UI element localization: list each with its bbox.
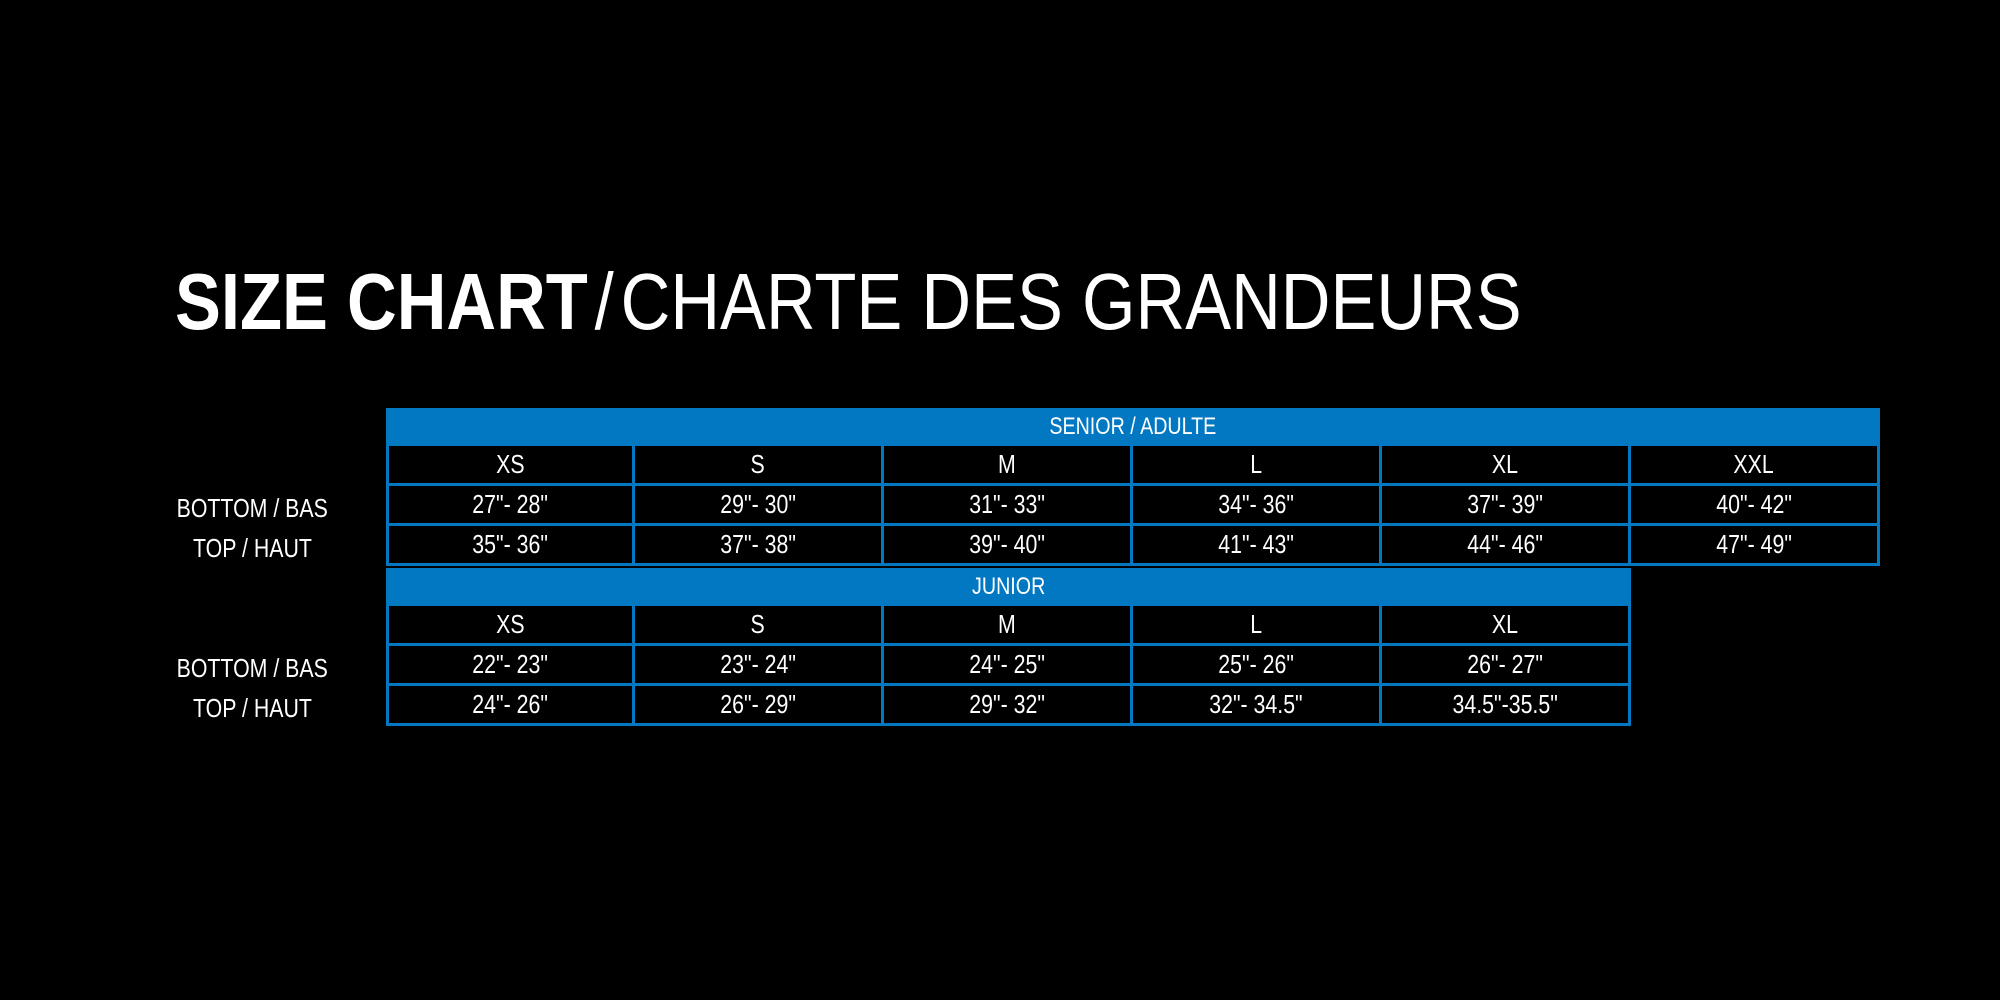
- page-title: SIZE CHART/CHARTE DES GRANDEURS: [175, 262, 1522, 342]
- senior-cell-sizes: M: [884, 446, 1133, 486]
- junior-cell-sizes: L: [1133, 606, 1382, 646]
- senior-cell-top: 47"- 49": [1631, 526, 1880, 566]
- title-separator: /: [594, 257, 614, 346]
- junior-cell-sizes: S: [635, 606, 884, 646]
- senior-cell-bottom: 29"- 30": [635, 486, 884, 526]
- senior-bottom-label: BOTTOM / BAS: [176, 493, 328, 523]
- senior-cell-bottom: 40"- 42": [1631, 486, 1880, 526]
- junior-row-top: 24"- 26" 26"- 29" 29"- 32" 32"- 34.5" 34.5"-…: [386, 686, 1631, 726]
- junior-row-sizes: XS S M L XL: [386, 606, 1631, 646]
- senior-cell-top: 41"- 43": [1133, 526, 1382, 566]
- junior-cell-sizes: M: [884, 606, 1133, 646]
- junior-cell-bottom: 24"- 25": [884, 646, 1133, 686]
- senior-cell-top: 44"- 46": [1382, 526, 1631, 566]
- junior-cell-top: 34.5"-35.5": [1382, 686, 1631, 726]
- senior-cell-top: 35"- 36": [386, 526, 635, 566]
- senior-row-bottom: 27"- 28" 29"- 30" 31"- 33" 34"- 36" 37"- 39"…: [386, 486, 1880, 526]
- senior-cell-top: 37"- 38": [635, 526, 884, 566]
- senior-cell-sizes: XL: [1382, 446, 1631, 486]
- junior-cell-bottom: 22"- 23": [386, 646, 635, 686]
- junior-row-bottom: 22"- 23" 23"- 24" 24"- 25" 25"- 26" 26"- 27": [386, 646, 1631, 686]
- senior-cell-sizes: XXL: [1631, 446, 1880, 486]
- senior-cell-bottom: 31"- 33": [884, 486, 1133, 526]
- title-french: CHARTE DES GRANDEURS: [620, 257, 1522, 346]
- junior-cell-top: 29"- 32": [884, 686, 1133, 726]
- junior-size-table: JUNIOR XS S M L XL 22"- 23" 23"- 24" 24"- 25" 25…: [386, 568, 1631, 726]
- junior-cell-top: 24"- 26": [386, 686, 635, 726]
- senior-cell-bottom: 27"- 28": [386, 486, 635, 526]
- junior-cell-sizes: XL: [1382, 606, 1631, 646]
- senior-row-top: 35"- 36" 37"- 38" 39"- 40" 41"- 43" 44"- 46"…: [386, 526, 1880, 566]
- junior-cell-bottom: 25"- 26": [1133, 646, 1382, 686]
- senior-cell-sizes: XS: [386, 446, 635, 486]
- junior-cell-top: 32"- 34.5": [1133, 686, 1382, 726]
- senior-cell-bottom: 34"- 36": [1133, 486, 1382, 526]
- senior-row-sizes: XS S M L XL XXL: [386, 446, 1880, 486]
- senior-top-label: TOP / HAUT: [192, 533, 312, 563]
- senior-cell-sizes: S: [635, 446, 884, 486]
- junior-header: JUNIOR: [386, 568, 1631, 606]
- senior-cell-top: 39"- 40": [884, 526, 1133, 566]
- senior-cell-sizes: L: [1133, 446, 1382, 486]
- junior-bottom-label: BOTTOM / BAS: [176, 653, 328, 683]
- senior-size-table: SENIOR / ADULTE XS S M L XL XXL 27"- 28" 29"- 3…: [386, 408, 1880, 566]
- junior-cell-top: 26"- 29": [635, 686, 884, 726]
- junior-top-label: TOP / HAUT: [192, 693, 312, 723]
- junior-cell-sizes: XS: [386, 606, 635, 646]
- junior-cell-bottom: 26"- 27": [1382, 646, 1631, 686]
- junior-cell-bottom: 23"- 24": [635, 646, 884, 686]
- title-english: SIZE CHART: [175, 257, 588, 346]
- senior-header: SENIOR / ADULTE: [386, 408, 1880, 446]
- senior-cell-bottom: 37"- 39": [1382, 486, 1631, 526]
